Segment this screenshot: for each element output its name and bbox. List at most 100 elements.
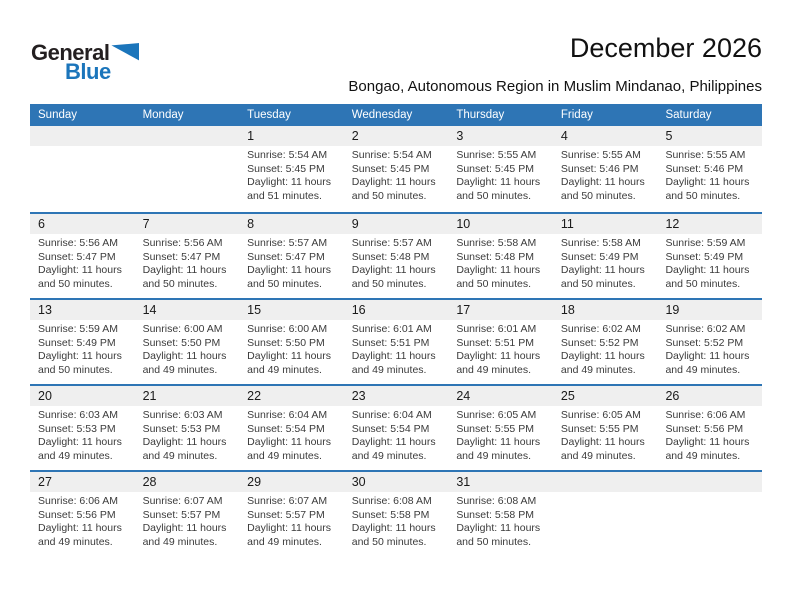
day-cell: 7 Sunrise: 5:56 AM Sunset: 5:47 PM Dayli… — [134, 214, 240, 298]
daylight-text: Daylight: 11 hours and 49 minutes. — [247, 350, 332, 376]
daylight-text: Daylight: 11 hours and 50 minutes. — [351, 264, 436, 290]
day-number: 9 — [343, 214, 449, 234]
day-number: 25 — [552, 386, 658, 406]
daylight-text: Daylight: 11 hours and 49 minutes. — [142, 436, 227, 462]
daylight-text: Daylight: 11 hours and 50 minutes. — [247, 264, 332, 290]
logo-text-blue: Blue — [65, 59, 111, 84]
location-subtitle: Bongao, Autonomous Region in Muslim Mind… — [348, 78, 762, 95]
day-info: Sunrise: 5:55 AM Sunset: 5:46 PM Dayligh… — [553, 146, 658, 203]
daylight-text: Daylight: 11 hours and 50 minutes. — [560, 176, 645, 202]
day-cell — [30, 126, 135, 212]
sunrise-text: Sunrise: 5:58 AM — [456, 237, 537, 249]
day-info: Sunrise: 6:06 AM Sunset: 5:56 PM Dayligh… — [657, 406, 762, 463]
day-cell: 23 Sunrise: 6:04 AM Sunset: 5:54 PM Dayl… — [343, 386, 449, 470]
day-cell: 27 Sunrise: 6:06 AM Sunset: 5:56 PM Dayl… — [30, 472, 135, 556]
sunrise-text: Sunrise: 6:05 AM — [560, 409, 641, 421]
day-number: 2 — [343, 126, 449, 146]
sunset-text: Sunset: 5:46 PM — [560, 162, 639, 175]
daylight-text: Daylight: 11 hours and 49 minutes. — [247, 522, 332, 548]
daylight-text: Daylight: 11 hours and 49 minutes. — [247, 436, 332, 462]
sunset-text: Sunset: 5:46 PM — [665, 162, 744, 175]
day-number: 21 — [134, 386, 240, 406]
day-number: 19 — [657, 300, 763, 320]
day-info: Sunrise: 6:08 AM Sunset: 5:58 PM Dayligh… — [448, 492, 553, 549]
page-title: December 2026 — [569, 33, 762, 63]
day-number: 24 — [448, 386, 553, 406]
day-info: Sunrise: 6:01 AM Sunset: 5:51 PM Dayligh… — [344, 320, 449, 377]
day-cell: 26 Sunrise: 6:06 AM Sunset: 5:56 PM Dayl… — [657, 386, 763, 470]
day-info: Sunrise: 5:54 AM Sunset: 5:45 PM Dayligh… — [239, 146, 344, 203]
daylight-text: Daylight: 11 hours and 50 minutes. — [38, 264, 122, 290]
sunrise-text: Sunrise: 5:55 AM — [456, 149, 537, 161]
daylight-text: Daylight: 11 hours and 50 minutes. — [456, 264, 541, 290]
day-cell: 5 Sunrise: 5:55 AM Sunset: 5:46 PM Dayli… — [657, 126, 763, 212]
weekday-header-friday: Friday — [560, 109, 593, 121]
daylight-text: Daylight: 11 hours and 49 minutes. — [351, 350, 436, 376]
sunrise-text: Sunrise: 6:02 AM — [665, 323, 746, 335]
day-info: Sunrise: 5:58 AM Sunset: 5:48 PM Dayligh… — [448, 234, 553, 291]
day-info: Sunrise: 6:05 AM Sunset: 5:55 PM Dayligh… — [553, 406, 658, 463]
day-cell: 30 Sunrise: 6:08 AM Sunset: 5:58 PM Dayl… — [343, 472, 449, 556]
sunrise-text: Sunrise: 6:01 AM — [456, 323, 537, 335]
day-info: Sunrise: 5:56 AM Sunset: 5:47 PM Dayligh… — [30, 234, 135, 291]
day-cell: 24 Sunrise: 6:05 AM Sunset: 5:55 PM Dayl… — [448, 386, 553, 470]
day-cell: 10 Sunrise: 5:58 AM Sunset: 5:48 PM Dayl… — [448, 214, 553, 298]
day-number: 8 — [239, 214, 344, 234]
sunrise-text: Sunrise: 6:06 AM — [665, 409, 746, 421]
daylight-text: Daylight: 11 hours and 49 minutes. — [38, 436, 122, 462]
sunrise-text: Sunrise: 5:57 AM — [247, 237, 328, 249]
day-number: 3 — [448, 126, 553, 146]
day-info: Sunrise: 5:59 AM Sunset: 5:49 PM Dayligh… — [657, 234, 762, 291]
day-cell: 3 Sunrise: 5:55 AM Sunset: 5:45 PM Dayli… — [448, 126, 553, 212]
day-cell: 14 Sunrise: 6:00 AM Sunset: 5:50 PM Dayl… — [134, 300, 240, 384]
day-number: 12 — [657, 214, 763, 234]
day-cell: 22 Sunrise: 6:04 AM Sunset: 5:54 PM Dayl… — [239, 386, 344, 470]
daylight-text: Daylight: 11 hours and 49 minutes. — [456, 436, 541, 462]
daylight-text: Daylight: 11 hours and 50 minutes. — [456, 522, 541, 548]
sunset-text: Sunset: 5:47 PM — [38, 250, 116, 263]
day-number: 6 — [30, 214, 135, 234]
day-cell: 12 Sunrise: 5:59 AM Sunset: 5:49 PM Dayl… — [657, 214, 763, 298]
sunrise-text: Sunrise: 5:59 AM — [38, 323, 118, 335]
weekday-header-thursday: Thursday — [456, 109, 505, 121]
day-number: 31 — [448, 472, 553, 492]
daylight-text: Daylight: 11 hours and 50 minutes. — [665, 176, 750, 202]
day-info: Sunrise: 6:07 AM Sunset: 5:57 PM Dayligh… — [239, 492, 344, 549]
sunrise-text: Sunrise: 5:54 AM — [247, 149, 328, 161]
sunrise-text: Sunrise: 6:07 AM — [247, 495, 328, 507]
day-cell: 4 Sunrise: 5:55 AM Sunset: 5:46 PM Dayli… — [552, 126, 658, 212]
day-number: 16 — [343, 300, 449, 320]
sunset-text: Sunset: 5:45 PM — [247, 162, 325, 175]
daylight-text: Daylight: 11 hours and 50 minutes. — [665, 264, 750, 290]
day-cell: 15 Sunrise: 6:00 AM Sunset: 5:50 PM Dayl… — [239, 300, 344, 384]
day-cell: 6 Sunrise: 5:56 AM Sunset: 5:47 PM Dayli… — [30, 214, 135, 298]
weekday-header-row: Sunday Monday Tuesday Wednesday Thursday… — [30, 104, 762, 126]
sunset-text: Sunset: 5:54 PM — [247, 422, 325, 435]
day-cell: 2 Sunrise: 5:54 AM Sunset: 5:45 PM Dayli… — [343, 126, 449, 212]
day-cell: 31 Sunrise: 6:08 AM Sunset: 5:58 PM Dayl… — [448, 472, 553, 556]
day-info: Sunrise: 6:06 AM Sunset: 5:56 PM Dayligh… — [30, 492, 135, 549]
day-info: Sunrise: 6:07 AM Sunset: 5:57 PM Dayligh… — [135, 492, 240, 549]
weekday-header-wednesday: Wednesday — [351, 109, 413, 121]
day-info: Sunrise: 6:08 AM Sunset: 5:58 PM Dayligh… — [344, 492, 449, 549]
day-number: 14 — [134, 300, 240, 320]
day-cell: 13 Sunrise: 5:59 AM Sunset: 5:49 PM Dayl… — [30, 300, 135, 384]
sunset-text: Sunset: 5:47 PM — [247, 250, 325, 263]
sunset-text: Sunset: 5:51 PM — [456, 336, 534, 349]
day-info: Sunrise: 6:00 AM Sunset: 5:50 PM Dayligh… — [135, 320, 240, 377]
week-row-3: 13 Sunrise: 5:59 AM Sunset: 5:49 PM Dayl… — [30, 298, 763, 384]
day-cell: 16 Sunrise: 6:01 AM Sunset: 5:51 PM Dayl… — [343, 300, 449, 384]
sunset-text: Sunset: 5:50 PM — [142, 336, 221, 349]
weekday-header-tuesday: Tuesday — [247, 109, 291, 121]
daylight-text: Daylight: 11 hours and 49 minutes. — [351, 436, 436, 462]
daylight-text: Daylight: 11 hours and 49 minutes. — [665, 350, 750, 376]
day-cell — [657, 472, 763, 556]
day-number: 10 — [448, 214, 553, 234]
sunset-text: Sunset: 5:48 PM — [351, 250, 430, 263]
weekday-header-saturday: Saturday — [665, 109, 712, 121]
daylight-text: Daylight: 11 hours and 49 minutes. — [665, 436, 750, 462]
day-info: Sunrise: 5:55 AM Sunset: 5:45 PM Dayligh… — [448, 146, 553, 203]
daylight-text: Daylight: 11 hours and 49 minutes. — [560, 350, 645, 376]
logo-top-row: General — [31, 40, 140, 66]
